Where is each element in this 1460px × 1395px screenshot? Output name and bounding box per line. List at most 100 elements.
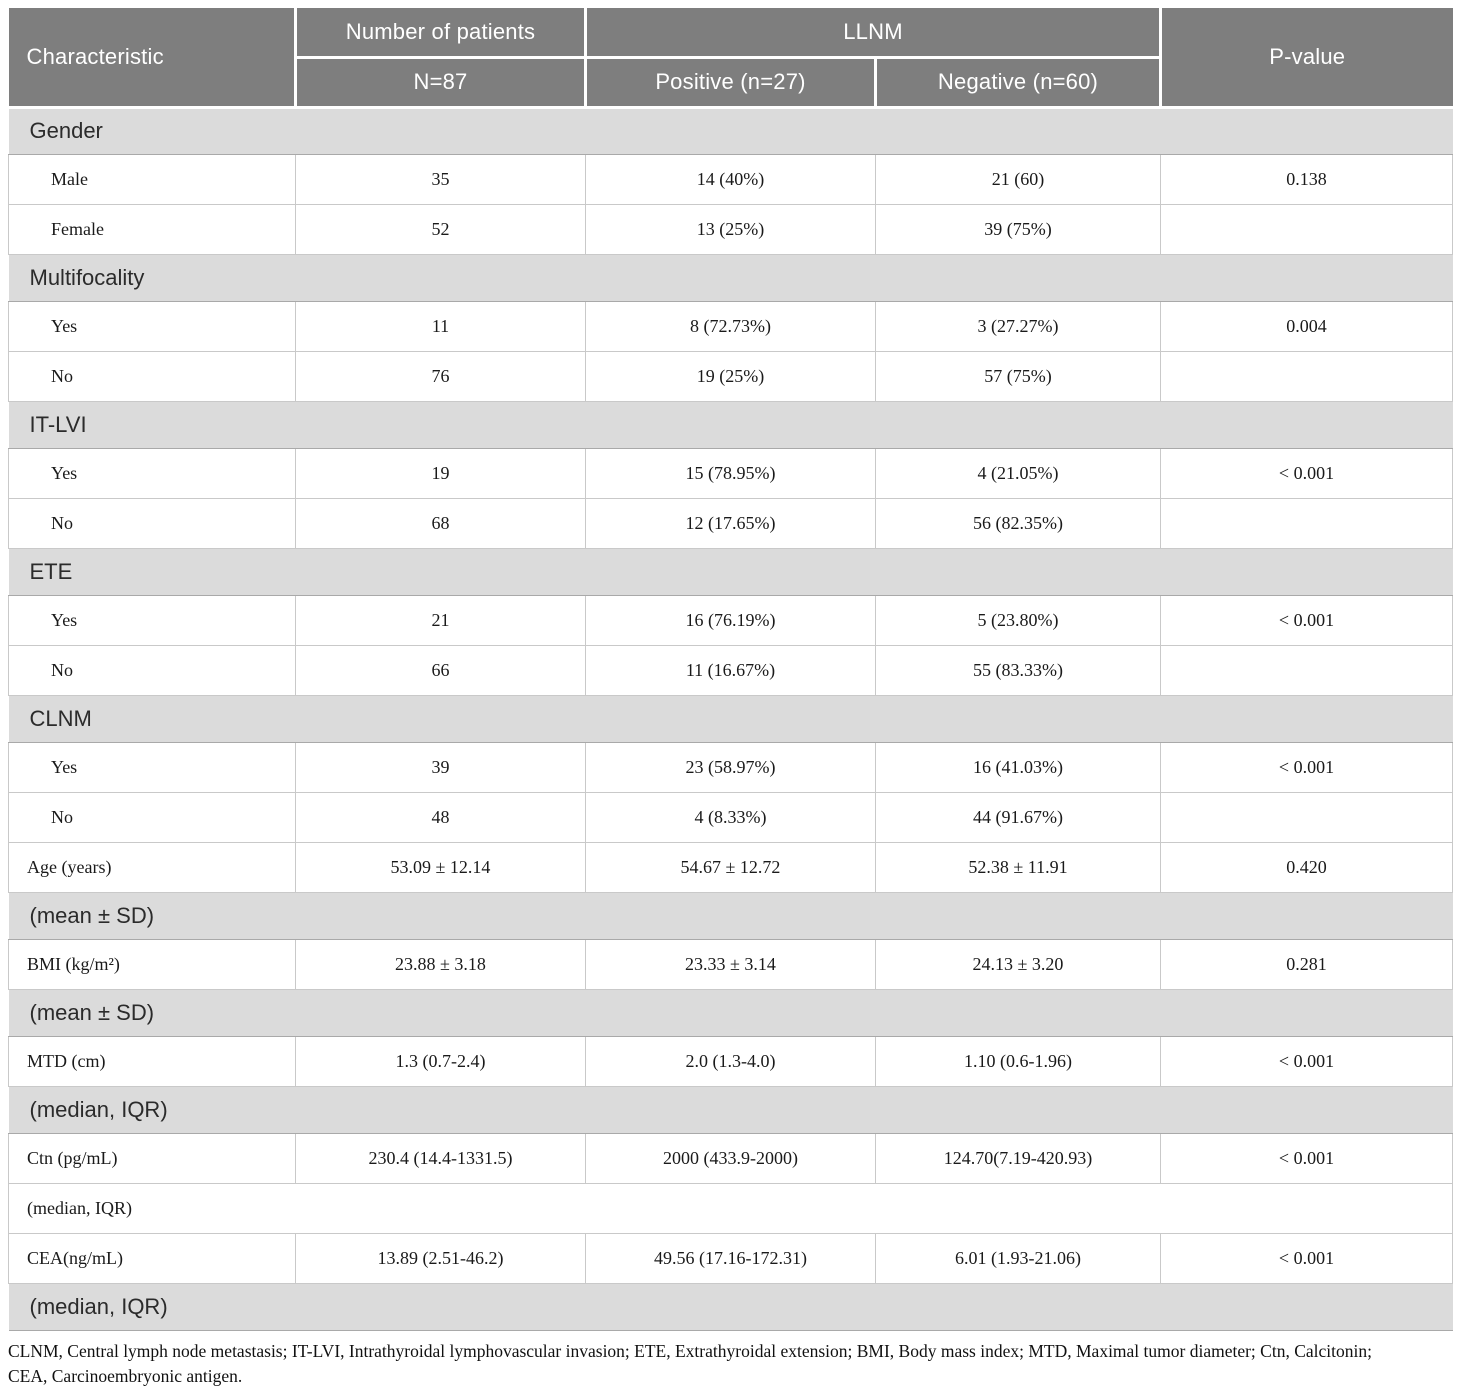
value-cell <box>1160 350 1453 402</box>
header-p-value: P-value <box>1159 8 1453 109</box>
value-cell: 2.0 (1.3-4.0) <box>585 1035 876 1087</box>
value-cell: 56 (82.35%) <box>875 497 1161 549</box>
table-row: Yes 39 23 (58.97%) 16 (41.03%) < 0.001 <box>8 741 1453 793</box>
value-cell: 4 (8.33%) <box>585 791 876 843</box>
value-cell: 21 <box>295 594 586 646</box>
header-n87: N=87 <box>294 55 587 109</box>
row-label-cell: No <box>8 350 296 402</box>
section-band: ETE <box>8 547 1453 596</box>
table-row: Age (years) 53.09 ± 12.14 54.67 ± 12.72 52.… <box>8 841 1453 893</box>
value-cell: 13 (25%) <box>585 203 876 255</box>
value-cell: 0.420 <box>1160 841 1453 893</box>
footnote-line-1: CLNM, Central lymph node metastasis; IT-… <box>8 1340 1372 1361</box>
value-cell: 230.4 (14.4-1331.5) <box>295 1132 586 1184</box>
section-band: CLNM <box>8 694 1453 743</box>
value-cell: 5 (23.80%) <box>875 594 1161 646</box>
value-cell: 53.09 ± 12.14 <box>295 841 586 893</box>
value-cell: 16 (41.03%) <box>875 741 1161 793</box>
header-llnm-negative: Negative (n=60) <box>874 55 1162 109</box>
section-band: IT-LVI <box>8 400 1453 449</box>
value-cell: 23.33 ± 3.14 <box>585 938 876 990</box>
value-cell: 4 (21.05%) <box>875 447 1161 499</box>
table-row: Yes 11 8 (72.73%) 3 (27.27%) 0.004 <box>8 300 1453 352</box>
value-cell <box>1160 203 1453 255</box>
section-band: Multifocality <box>8 253 1453 302</box>
row-label-cell: Female <box>8 203 296 255</box>
table-row: Female 52 13 (25%) 39 (75%) <box>8 203 1453 255</box>
value-cell: 23 (58.97%) <box>585 741 876 793</box>
value-cell: < 0.001 <box>1160 1232 1453 1284</box>
value-cell <box>1160 497 1453 549</box>
value-cell: 19 (25%) <box>585 350 876 402</box>
value-cell: 39 (75%) <box>875 203 1161 255</box>
value-cell: < 0.001 <box>1160 447 1453 499</box>
value-cell: 13.89 (2.51-46.2) <box>295 1232 586 1284</box>
footnote-line-2: CEA, Carcinoembryonic antigen. <box>8 1365 243 1386</box>
row-label-cell: No <box>8 791 296 843</box>
table-row: No 66 11 (16.67%) 55 (83.33%) <box>8 644 1453 696</box>
value-cell: 15 (78.95%) <box>585 447 876 499</box>
value-cell: 1.10 (0.6-1.96) <box>875 1035 1161 1087</box>
value-cell: 19 <box>295 447 586 499</box>
row-label-cell: Yes <box>8 447 296 499</box>
value-cell: 0.138 <box>1160 153 1453 205</box>
value-cell: 39 <box>295 741 586 793</box>
value-cell: 2000 (433.9-2000) <box>585 1132 876 1184</box>
value-cell: 54.67 ± 12.72 <box>585 841 876 893</box>
table-row: Ctn (pg/mL) 230.4 (14.4-1331.5) 2000 (433.… <box>8 1132 1453 1184</box>
table-row: No 76 19 (25%) 57 (75%) <box>8 350 1453 402</box>
value-cell: 57 (75%) <box>875 350 1161 402</box>
value-cell: 8 (72.73%) <box>585 300 876 352</box>
table-row: No 68 12 (17.65%) 56 (82.35%) <box>8 497 1453 549</box>
value-cell: < 0.001 <box>1160 1035 1453 1087</box>
value-cell: < 0.001 <box>1160 1132 1453 1184</box>
row-label-cell: BMI (kg/m²) <box>8 938 296 990</box>
value-cell: 23.88 ± 3.18 <box>295 938 586 990</box>
value-cell: 55 (83.33%) <box>875 644 1161 696</box>
table-body: Gender Male 35 14 (40%) 21 (60) 0.138 Female 52… <box>8 106 1453 1331</box>
section-band: (mean ± SD) <box>8 988 1453 1037</box>
table-row: CEA(ng/mL) 13.89 (2.51-46.2) 49.56 (17.16-… <box>8 1232 1453 1284</box>
footnote: CLNM, Central lymph node metastasis; IT-… <box>0 1331 1460 1390</box>
table-row: Male 35 14 (40%) 21 (60) 0.138 <box>8 153 1453 205</box>
value-cell: 12 (17.65%) <box>585 497 876 549</box>
value-cell: 24.13 ± 3.20 <box>875 938 1161 990</box>
header-characteristic: Characteristic <box>8 8 297 109</box>
header-llnm-positive: Positive (n=27) <box>584 55 877 109</box>
section-band: (mean ± SD) <box>8 891 1453 940</box>
spanning-label-cell: (median, IQR) <box>8 1182 1453 1234</box>
value-cell: 6.01 (1.93-21.06) <box>875 1232 1161 1284</box>
row-label-cell: Yes <box>8 741 296 793</box>
value-cell: 76 <box>295 350 586 402</box>
table-row: BMI (kg/m²) 23.88 ± 3.18 23.33 ± 3.14 24.13… <box>8 938 1453 990</box>
value-cell: 124.70(7.19-420.93) <box>875 1132 1161 1184</box>
header-llnm: LLNM <box>584 8 1162 59</box>
value-cell: 49.56 (17.16-172.31) <box>585 1232 876 1284</box>
row-label-cell: No <box>8 497 296 549</box>
value-cell: 66 <box>295 644 586 696</box>
value-cell: 52.38 ± 11.91 <box>875 841 1161 893</box>
value-cell: < 0.001 <box>1160 741 1453 793</box>
table-row: Yes 19 15 (78.95%) 4 (21.05%) < 0.001 <box>8 447 1453 499</box>
table-row: No 48 4 (8.33%) 44 (91.67%) <box>8 791 1453 843</box>
table-row: MTD (cm) 1.3 (0.7-2.4) 2.0 (1.3-4.0) 1.10 (… <box>8 1035 1453 1087</box>
row-label-cell: Ctn (pg/mL) <box>8 1132 296 1184</box>
row-label-cell: No <box>8 644 296 696</box>
row-label-cell: CEA(ng/mL) <box>8 1232 296 1284</box>
header-number-of-patients: Number of patients <box>294 8 587 59</box>
value-cell <box>1160 644 1453 696</box>
value-cell: 11 <box>295 300 586 352</box>
row-label-cell: Male <box>8 153 296 205</box>
value-cell: 68 <box>295 497 586 549</box>
value-cell: 14 (40%) <box>585 153 876 205</box>
value-cell: < 0.001 <box>1160 594 1453 646</box>
value-cell: 21 (60) <box>875 153 1161 205</box>
table-container: Characteristic Number of patients LLNM P… <box>8 8 1453 1331</box>
table-row: Yes 21 16 (76.19%) 5 (23.80%) < 0.001 <box>8 594 1453 646</box>
value-cell: 52 <box>295 203 586 255</box>
value-cell: 16 (76.19%) <box>585 594 876 646</box>
value-cell: 35 <box>295 153 586 205</box>
section-band: (median, IQR) <box>8 1282 1453 1331</box>
value-cell: 0.004 <box>1160 300 1453 352</box>
value-cell: 3 (27.27%) <box>875 300 1161 352</box>
